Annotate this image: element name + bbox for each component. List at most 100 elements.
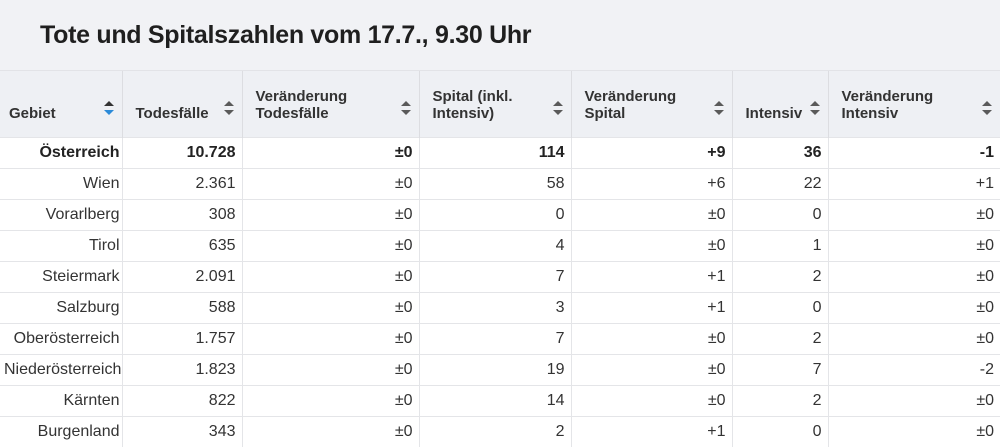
table-cell-veraenderung-todesfaelle: ±0: [241, 261, 419, 292]
table-cell-veraenderung-spital: +1: [570, 416, 732, 447]
table-row: Steiermark 2.091 ±0 7 +1 2 ±0: [0, 261, 1000, 292]
column-header-label-line2: Intensiv: [841, 104, 899, 122]
table-cell-veraenderung-todesfaelle: ±0: [241, 137, 419, 168]
table-cell-veraenderung-todesfaelle: ±0: [241, 416, 419, 447]
column-header-label: Gebiet: [9, 104, 56, 122]
column-header-todesfaelle[interactable]: Todesfälle: [121, 71, 242, 137]
table-body: Österreich 10.728 ±0 114 +9 36 -1 Wien 2.361 ±0 58…: [0, 137, 1000, 447]
table-row: Wien 2.361 ±0 58 +6 22 +1: [0, 168, 1000, 199]
table-cell-spital: 19: [418, 354, 571, 385]
sort-descending-icon: [400, 109, 411, 115]
column-header-label-line2: Intensiv): [432, 104, 495, 122]
table-cell-intensiv: 2: [731, 323, 828, 354]
table-cell-todesfaelle: 2.361: [121, 168, 242, 199]
sort-descending-icon: [103, 109, 114, 115]
sort-descending-icon: [809, 109, 820, 115]
table-cell-veraenderung-spital: +1: [570, 292, 732, 323]
column-header-label: Veränderung: [841, 87, 934, 105]
table-row: Tirol 635 ±0 4 ±0 1 ±0: [0, 230, 1000, 261]
column-header-label: Veränderung: [255, 87, 348, 105]
table-cell-veraenderung-intensiv: ±0: [827, 385, 1000, 416]
table-cell-veraenderung-todesfaelle: ±0: [241, 199, 419, 230]
sort-icon[interactable]: [982, 100, 992, 115]
column-header-label: Intensiv: [745, 104, 803, 122]
table-row: Vorarlberg 308 ±0 0 ±0 0 ±0: [0, 199, 1000, 230]
table-cell-veraenderung-todesfaelle: ±0: [241, 168, 419, 199]
table-cell-veraenderung-intensiv: ±0: [827, 416, 1000, 447]
table-cell-todesfaelle: 308: [121, 199, 242, 230]
column-header-gebiet[interactable]: Gebiet: [0, 71, 122, 137]
table-cell-todesfaelle: 1.757: [121, 323, 242, 354]
sort-icon[interactable]: [713, 100, 724, 115]
table-cell-todesfaelle: 343: [121, 416, 242, 447]
table-cell-gebiet: Tirol: [88, 236, 120, 254]
table-cell-todesfaelle: 588: [121, 292, 242, 323]
table-cell-gebiet: Niederösterreich: [4, 360, 122, 378]
table-cell-todesfaelle: 822: [121, 385, 242, 416]
column-header-veraenderung-spital[interactable]: Veränderung Spital: [570, 71, 732, 137]
table-cell-gebiet: Österreich: [39, 143, 120, 161]
table-row: Salzburg 588 ±0 3 +1 0 ±0: [0, 292, 1000, 323]
table-row: Oberösterreich 1.757 ±0 7 ±0 2 ±0: [0, 323, 1000, 354]
table-cell-intensiv: 0: [731, 416, 828, 447]
sort-icon[interactable]: [552, 100, 563, 115]
column-header-spital[interactable]: Spital (inkl. Intensiv): [418, 71, 571, 137]
sort-ascending-icon: [223, 100, 234, 106]
column-header-label: Veränderung: [584, 87, 677, 105]
column-header-intensiv[interactable]: Intensiv: [731, 71, 828, 137]
table-cell-gebiet: Kärnten: [63, 391, 120, 409]
table-cell-intensiv: 2: [731, 261, 828, 292]
table-cell-veraenderung-intensiv: ±0: [827, 199, 1000, 230]
table-cell-gebiet: Burgenland: [37, 422, 120, 440]
table-cell-veraenderung-spital: +1: [570, 261, 732, 292]
table-cell-gebiet: Vorarlberg: [45, 205, 120, 223]
table-row: Österreich 10.728 ±0 114 +9 36 -1: [0, 137, 1000, 168]
table-cell-spital: 7: [418, 261, 571, 292]
page-title: Tote und Spitalszahlen vom 17.7., 9.30 U…: [40, 20, 532, 49]
sort-descending-icon: [552, 109, 563, 115]
table-header-row: Gebiet Todesfälle Veränderung Todesfälle Spi…: [0, 71, 1000, 137]
table-cell-veraenderung-todesfaelle: ±0: [241, 230, 419, 261]
table-cell-veraenderung-spital: ±0: [570, 354, 732, 385]
table-cell-todesfaelle: 10.728: [121, 137, 242, 168]
column-header-veraenderung-intensiv[interactable]: Veränderung Intensiv: [827, 71, 1000, 137]
table-cell-veraenderung-spital: +9: [570, 137, 732, 168]
sort-icon[interactable]: [223, 100, 234, 115]
sort-ascending-icon: [103, 100, 114, 106]
table-cell-veraenderung-spital: +6: [570, 168, 732, 199]
column-header-veraenderung-todesfaelle[interactable]: Veränderung Todesfälle: [241, 71, 419, 137]
sort-descending-icon: [982, 109, 992, 115]
table-cell-veraenderung-todesfaelle: ±0: [241, 385, 419, 416]
table-cell-veraenderung-intensiv: -2: [827, 354, 1000, 385]
table-cell-spital: 0: [418, 199, 571, 230]
sort-descending-icon: [223, 109, 234, 115]
table-cell-spital: 2: [418, 416, 571, 447]
column-header-label: Spital (inkl.: [432, 87, 513, 105]
table-cell-todesfaelle: 635: [121, 230, 242, 261]
table-cell-spital: 14: [418, 385, 571, 416]
column-header-label-line2: Spital: [584, 104, 626, 122]
table-cell-veraenderung-intensiv: +1: [827, 168, 1000, 199]
table-cell-veraenderung-spital: ±0: [570, 230, 732, 261]
table-cell-spital: 3: [418, 292, 571, 323]
title-bar: Tote und Spitalszahlen vom 17.7., 9.30 U…: [0, 0, 1000, 71]
table-cell-intensiv: 0: [731, 292, 828, 323]
table-cell-veraenderung-todesfaelle: ±0: [241, 323, 419, 354]
sort-descending-icon: [713, 109, 724, 115]
table-cell-gebiet: Salzburg: [56, 298, 120, 316]
column-header-label: Todesfälle: [135, 104, 209, 122]
table-row: Kärnten 822 ±0 14 ±0 2 ±0: [0, 385, 1000, 416]
table-cell-intensiv: 36: [731, 137, 828, 168]
sort-ascending-icon: [400, 100, 411, 106]
sort-icon[interactable]: [103, 100, 114, 115]
sort-icon[interactable]: [400, 100, 411, 115]
sort-ascending-icon: [552, 100, 563, 106]
table-cell-todesfaelle: 2.091: [121, 261, 242, 292]
table-row: Niederösterreich 1.823 ±0 19 ±0 7 -2: [0, 354, 1000, 385]
table-cell-gebiet: Oberösterreich: [13, 329, 120, 347]
sort-ascending-icon: [982, 100, 992, 106]
table-cell-spital: 4: [418, 230, 571, 261]
table-cell-intensiv: 7: [731, 354, 828, 385]
sort-icon[interactable]: [809, 100, 820, 115]
table-row: Burgenland 343 ±0 2 +1 0 ±0: [0, 416, 1000, 447]
